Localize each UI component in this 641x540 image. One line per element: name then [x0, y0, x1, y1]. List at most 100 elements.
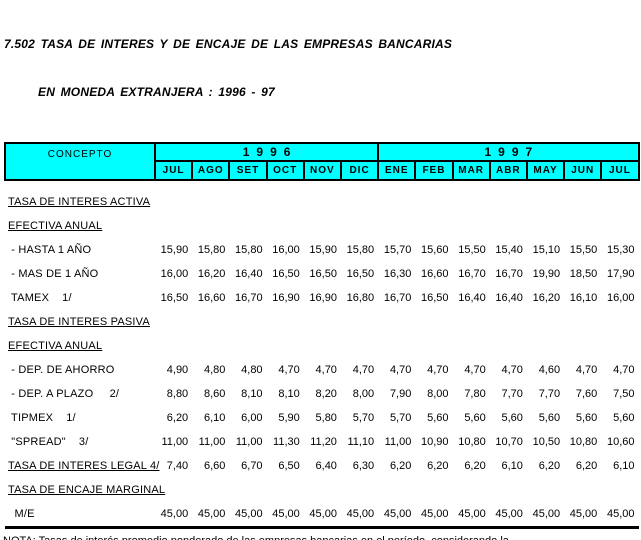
cell-value — [229, 310, 266, 334]
cell-value: 15,80 — [346, 244, 375, 256]
cell-value: 10,80 — [458, 436, 486, 448]
cell-value: 8,20 — [315, 388, 337, 400]
cell-value: 45,00 — [452, 502, 490, 529]
cell-value: 4,70 — [278, 364, 300, 376]
cell-value — [527, 310, 564, 334]
month-header-1996-dic: DIC — [339, 160, 380, 181]
cell-value: 4,90 — [166, 364, 189, 376]
cell-value: 16,20 — [532, 292, 561, 304]
cell-value: 6,20 — [427, 460, 449, 472]
cell-value — [229, 180, 266, 214]
year-header-1996: 1996 — [153, 142, 380, 162]
row-label: TASA DE INTERES PASIVA — [8, 316, 150, 328]
cell-value: 4,70 — [427, 364, 449, 376]
row-label: TAMEX 1/ — [8, 292, 72, 304]
cell-value — [192, 180, 229, 214]
cell-value: 8,10 — [241, 388, 263, 400]
cell-value — [267, 180, 304, 214]
cell-value — [341, 180, 378, 214]
cell-value: 45,00 — [266, 502, 304, 529]
cell-value — [564, 180, 601, 214]
cell-value: 45,00 — [229, 502, 267, 529]
year-header-row: CONCEPTO 1996 1997 — [4, 142, 640, 181]
cell-value: 6,40 — [315, 460, 337, 472]
cell-value: 45,00 — [489, 502, 527, 529]
cell-value: 8,60 — [203, 388, 226, 400]
cell-value: 6,20 — [389, 460, 412, 472]
cell-value: 11,20 — [310, 436, 337, 448]
cell-value: 16,40 — [235, 268, 263, 280]
cell-value: 45,00 — [192, 502, 230, 529]
cell-value — [378, 478, 415, 502]
cell-value — [229, 478, 266, 502]
cell-value: 17,90 — [607, 268, 635, 280]
cell-value — [341, 310, 378, 334]
table-row: EFECTIVA ANUAL — [5, 214, 639, 238]
cell-value: 4,80 — [241, 364, 263, 376]
cell-value: 6,10 — [501, 460, 523, 472]
table-row: TASA DE INTERES PASIVA — [5, 310, 639, 334]
cell-value: 16,40 — [458, 292, 486, 304]
cell-value: 16,90 — [309, 292, 337, 304]
cell-value: 11,00 — [384, 436, 412, 448]
row-label: EFECTIVA ANUAL — [8, 340, 103, 352]
cell-value: 5,70 — [389, 412, 412, 424]
table-row: EFECTIVA ANUAL — [5, 334, 639, 358]
month-header-1996-ago: AGO — [191, 160, 231, 181]
cell-value: 18,50 — [569, 268, 598, 280]
cell-value: 7,80 — [464, 388, 486, 400]
cell-value: 45,00 — [340, 502, 379, 529]
month-header-1996-oct: OCT — [265, 160, 305, 181]
cell-value — [527, 334, 564, 358]
cell-value: 45,00 — [303, 502, 341, 529]
cell-value: 16,50 — [160, 292, 189, 304]
cell-value — [267, 310, 304, 334]
cell-value: 6,50 — [278, 460, 300, 472]
cell-value — [341, 214, 378, 238]
cell-value — [527, 214, 564, 238]
cell-value — [155, 180, 192, 214]
cell-value: 16,10 — [569, 292, 598, 304]
table-body: TASA DE INTERES ACTIVA EFECTIVA ANUAL - H… — [5, 180, 639, 529]
cell-value — [155, 334, 192, 358]
report-title-line2: EN MONEDA EXTRANJERA : 1996 - 97 — [38, 85, 275, 99]
report-title-line1: 7.502 TASA DE INTERES Y DE ENCAJE DE LAS… — [4, 37, 453, 51]
cell-value: 45,00 — [601, 502, 639, 529]
cell-value: 16,00 — [272, 244, 300, 256]
cell-value: 11,00 — [161, 436, 189, 448]
footnotes: NOTA: Tasas de interés promedio ponderad… — [3, 535, 641, 540]
cell-value: 7,70 — [501, 388, 523, 400]
cell-value — [378, 180, 415, 214]
cell-value: 7,40 — [166, 460, 189, 472]
cell-value: 15,80 — [197, 244, 226, 256]
cell-value — [378, 310, 415, 334]
month-header-1997-may: MAY — [525, 160, 566, 181]
cell-value — [564, 310, 601, 334]
cell-value — [304, 310, 341, 334]
cell-value — [229, 214, 266, 238]
cell-value — [192, 478, 229, 502]
cell-value: 6,30 — [352, 460, 375, 472]
table-row: TASA DE INTERES LEGAL 4/7,40 6,60 6,70 6,50… — [5, 454, 639, 478]
cell-value: 7,60 — [575, 388, 598, 400]
cell-value — [453, 310, 490, 334]
month-header-1997-feb: FEB — [414, 160, 454, 181]
cell-value: 4,70 — [575, 364, 598, 376]
table-row: TAMEX 1/16,50 16,60 16,70 16,90 16,90 16,80 16… — [5, 286, 639, 310]
cell-value: 15,90 — [309, 244, 337, 256]
cell-value: 10,60 — [607, 436, 635, 448]
cell-value — [453, 180, 490, 214]
cell-value: 16,70 — [458, 268, 486, 280]
cell-value — [415, 214, 452, 238]
row-label: TASA DE INTERES ACTIVA — [8, 196, 151, 208]
cell-value: 45,00 — [155, 502, 193, 529]
cell-value — [564, 214, 601, 238]
row-label: TASA DE INTERES LEGAL 4/ — [8, 460, 160, 472]
cell-value: 5,90 — [278, 412, 300, 424]
cell-value — [527, 478, 564, 502]
row-label: - MAS DE 1 AÑO — [8, 268, 99, 280]
cell-value: 16,70 — [235, 292, 263, 304]
cell-value: 11,10 — [347, 436, 375, 448]
cell-value: 4,80 — [203, 364, 226, 376]
